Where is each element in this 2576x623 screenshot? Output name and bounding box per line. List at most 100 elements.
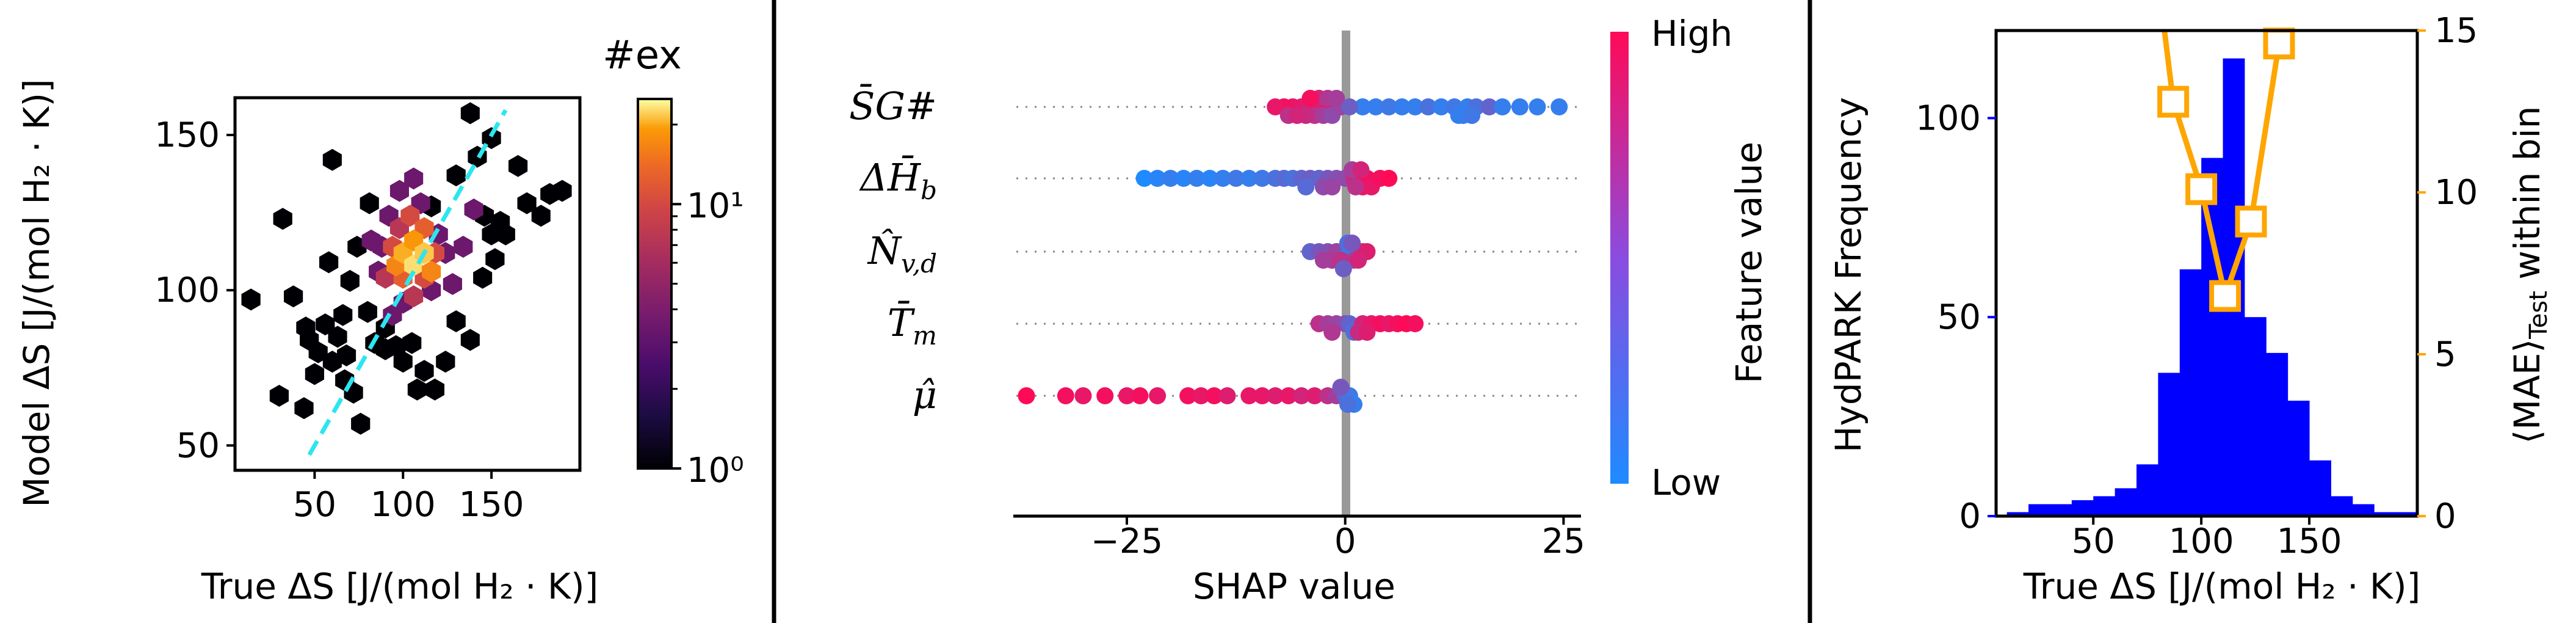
shap-colorbar-high: High — [1651, 13, 1732, 54]
histogram-bar — [2309, 460, 2331, 516]
shap-point — [1214, 170, 1232, 187]
shap-point — [1314, 252, 1332, 269]
histogram-axes-frame — [1994, 29, 2419, 518]
shap-point — [1074, 387, 1092, 404]
histogram-bar — [2006, 512, 2029, 516]
shap-point — [1406, 315, 1424, 332]
shap-point — [1018, 387, 1035, 404]
shap-point — [1279, 387, 1297, 404]
histogram-bar — [2395, 512, 2417, 516]
shap-point — [1480, 98, 1498, 115]
shap-point — [1188, 170, 1206, 187]
shap-point — [1267, 387, 1284, 404]
hexbin-cell — [389, 180, 409, 202]
mae-marker — [2263, 27, 2295, 60]
shap-point — [1301, 90, 1319, 107]
shap-point — [1347, 178, 1364, 195]
hexbin-cell — [517, 192, 537, 214]
shap-point — [1227, 170, 1245, 187]
shap-feature-label: N̂v,d — [867, 228, 937, 279]
shap-point — [1332, 379, 1350, 396]
hexbin-cell — [386, 335, 406, 357]
hexbin-colorbar-tick-label: 10¹ — [687, 186, 744, 226]
shap-point — [1306, 387, 1323, 404]
shap-point — [1218, 387, 1236, 404]
hexbin-ytick-label: 50 — [176, 426, 220, 465]
hexbin-cell — [531, 205, 551, 227]
hexbin-cell — [414, 360, 434, 382]
hexbin-cell — [407, 378, 427, 401]
hexbin-cell — [269, 385, 289, 407]
shap-point — [1344, 235, 1361, 252]
shap-point — [1323, 324, 1341, 341]
hexbin-axes-frame — [233, 96, 582, 472]
shap-point — [1289, 107, 1306, 124]
shap-point — [1201, 170, 1218, 187]
hexbin-cell — [473, 266, 493, 289]
shap-xtick-label: 25 — [1542, 522, 1585, 561]
hexbin-cell — [508, 155, 528, 177]
histogram-ytick-label-left: 0 — [1959, 497, 1981, 536]
hexbin-cell — [402, 332, 422, 354]
hexbin-cell — [460, 329, 480, 351]
shap-panel: −25 0 25 S̄G# ΔH̄b N̂v,d T̄m μ̂ SHAP value Hig… — [849, 13, 1770, 607]
hexbin-cell — [316, 313, 335, 336]
hexbin-cell — [464, 199, 483, 220]
shap-point — [1240, 387, 1258, 404]
shap-point — [1206, 387, 1223, 404]
shap-point — [1352, 161, 1370, 178]
hexbin-panel: 50 100 150 50 100 150 True ΔS [J/(mol H₂ · K)… — [16, 33, 744, 607]
histogram-bar — [2028, 504, 2050, 516]
shap-point — [1511, 98, 1529, 115]
hexbin-cell — [284, 285, 303, 308]
histogram-ytick-label-left: 100 — [1916, 98, 1981, 138]
mae-marker — [2235, 205, 2267, 238]
shap-point — [1433, 98, 1450, 115]
shap-point — [1162, 170, 1179, 187]
histogram-ytick-label-right: 10 — [2434, 173, 2478, 213]
histogram-bar — [2179, 269, 2202, 516]
hexbin-cell — [400, 205, 420, 227]
shap-colorbar-label: Feature value — [1728, 142, 1770, 384]
hexbin-cell — [404, 285, 424, 308]
shap-point — [1339, 396, 1356, 413]
shap-point — [1354, 98, 1372, 115]
shap-point — [1179, 387, 1197, 404]
shap-point — [1118, 387, 1135, 404]
histogram-bar — [2136, 464, 2158, 516]
shap-point — [1550, 98, 1568, 115]
hexbin-cell — [328, 326, 347, 348]
hexbin-ticks: 50 100 150 50 100 150 — [154, 115, 524, 525]
shap-feature-label: T̄m — [888, 301, 937, 351]
hexbin-xtick-label: 100 — [371, 485, 436, 525]
histogram-bar — [2115, 488, 2137, 516]
hexbin-cell — [443, 273, 462, 295]
histogram-bar — [2158, 373, 2180, 516]
shap-colorbar-low: Low — [1651, 462, 1721, 503]
hexbin-cell — [404, 167, 424, 190]
shap-point — [1340, 98, 1358, 115]
hexbin-ytick-label: 150 — [154, 115, 220, 155]
histogram-bar — [2352, 504, 2375, 516]
shap-point — [1297, 178, 1315, 195]
hexbin-cell — [322, 148, 342, 171]
histogram-panel: 50 100 150 0 50 100 0 5 10 15 True ΔS [J/(mol H₂ … — [1828, 11, 2553, 607]
hexbin-cell — [436, 351, 455, 373]
shap-point — [1380, 170, 1398, 187]
hexbin-cell — [273, 208, 292, 230]
hexbin-colorbar-tick-label: 10⁰ — [687, 451, 744, 490]
histogram-bar — [2050, 504, 2072, 516]
shap-xtick-label: −25 — [1091, 522, 1163, 561]
hexbin-colorbar-label: #ex — [602, 33, 682, 78]
histogram-xtick-label: 100 — [2169, 522, 2234, 561]
hexbin-cell — [422, 260, 441, 283]
shap-point — [1175, 170, 1192, 187]
shap-colorbar — [1610, 32, 1629, 484]
histogram-ytick-label-right: 0 — [2434, 497, 2456, 536]
shap-points — [1018, 90, 1568, 413]
shap-point — [1267, 98, 1284, 115]
hexbin-cell — [333, 304, 353, 326]
histogram-bar — [2093, 496, 2116, 516]
hexbin-cell — [446, 310, 466, 332]
